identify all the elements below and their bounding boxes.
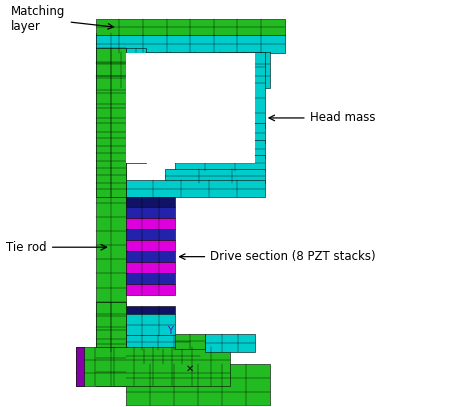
Bar — [126, 240, 175, 251]
Text: Tail mass: Tail mass — [0, 406, 1, 407]
Bar — [96, 48, 126, 197]
Bar — [205, 334, 255, 352]
Bar — [126, 208, 175, 219]
Bar — [175, 155, 265, 171]
Bar — [126, 284, 175, 295]
Text: Tie rod: Tie rod — [6, 241, 107, 254]
Bar — [126, 306, 175, 314]
Bar — [165, 168, 265, 183]
Bar — [200, 123, 265, 143]
Bar — [126, 314, 175, 336]
Bar — [96, 53, 270, 88]
Bar — [126, 197, 175, 208]
Bar — [126, 335, 190, 350]
Bar — [96, 302, 126, 352]
Text: Drive section (8 PZT stacks): Drive section (8 PZT stacks) — [180, 250, 376, 263]
Bar — [76, 347, 230, 386]
Bar — [126, 53, 255, 163]
Bar — [96, 33, 126, 386]
Bar — [126, 363, 270, 407]
Bar — [220, 53, 265, 128]
Bar — [126, 219, 175, 229]
Bar — [96, 35, 285, 53]
Bar — [126, 262, 175, 273]
Text: Matching
layer: Matching layer — [11, 4, 114, 33]
Text: Y: Y — [167, 326, 173, 336]
Bar — [96, 18, 285, 36]
Bar — [126, 273, 175, 284]
Text: Head mass: Head mass — [269, 112, 375, 125]
Bar — [76, 347, 84, 386]
Text: ✕: ✕ — [186, 363, 194, 374]
Bar — [126, 48, 146, 163]
Bar — [126, 349, 200, 363]
Bar — [126, 251, 175, 262]
Bar — [126, 179, 265, 197]
Bar — [185, 140, 265, 158]
Bar — [175, 334, 205, 349]
Bar — [126, 229, 175, 240]
